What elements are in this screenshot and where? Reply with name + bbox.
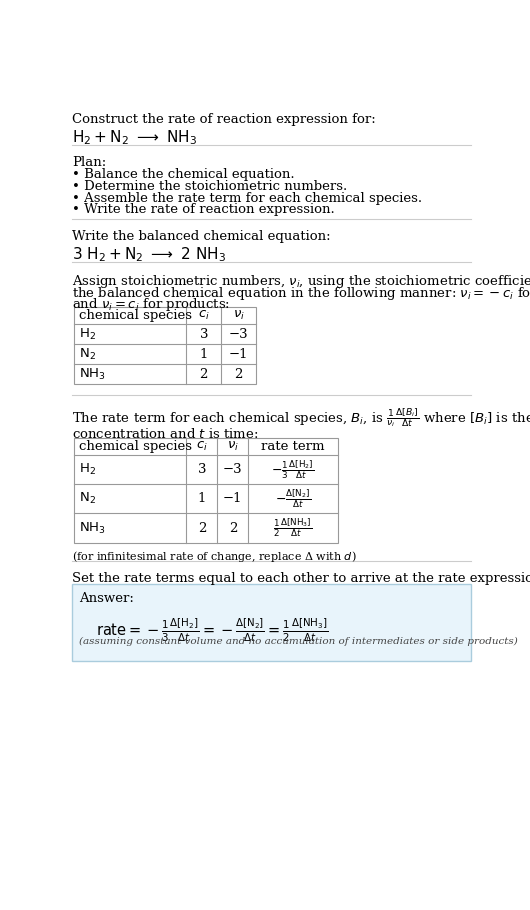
Text: 2: 2	[234, 368, 243, 380]
Text: −3: −3	[229, 328, 249, 340]
Text: $-\frac{1}{3}\frac{\Delta[\mathrm{H_2}]}{\Delta t}$: $-\frac{1}{3}\frac{\Delta[\mathrm{H_2}]}…	[271, 459, 314, 480]
Text: $c_i$: $c_i$	[196, 440, 208, 453]
Text: concentration and $t$ is time:: concentration and $t$ is time:	[73, 427, 259, 441]
Text: 2: 2	[198, 521, 206, 534]
Text: 1: 1	[198, 492, 206, 505]
Text: $\frac{1}{2}\frac{\Delta[\mathrm{NH_3}]}{\Delta t}$: $\frac{1}{2}\frac{\Delta[\mathrm{NH_3}]}…	[273, 517, 313, 540]
Text: −3: −3	[223, 463, 243, 476]
Text: $-\frac{\Delta[\mathrm{N_2}]}{\Delta t}$: $-\frac{\Delta[\mathrm{N_2}]}{\Delta t}$	[275, 488, 311, 511]
Text: $\mathrm{N_2}$: $\mathrm{N_2}$	[80, 347, 96, 361]
Text: $c_i$: $c_i$	[198, 309, 210, 322]
Text: $\nu_i$: $\nu_i$	[227, 440, 239, 453]
Text: Construct the rate of reaction expression for:: Construct the rate of reaction expressio…	[73, 113, 376, 126]
Text: • Write the rate of reaction expression.: • Write the rate of reaction expression.	[73, 203, 335, 217]
Text: 3: 3	[200, 328, 208, 340]
Text: chemical species: chemical species	[80, 309, 192, 322]
Text: $\mathrm{3\ H_2 + N_2\ \longrightarrow\ 2\ NH_3}$: $\mathrm{3\ H_2 + N_2\ \longrightarrow\ …	[73, 246, 227, 264]
Text: (for infinitesimal rate of change, replace Δ with $d$): (for infinitesimal rate of change, repla…	[73, 549, 357, 564]
Text: $\mathrm{H_2}$: $\mathrm{H_2}$	[80, 462, 96, 477]
Text: Write the balanced chemical equation:: Write the balanced chemical equation:	[73, 230, 331, 243]
Text: $\nu_i$: $\nu_i$	[233, 309, 245, 322]
Text: Set the rate terms equal to each other to arrive at the rate expression:: Set the rate terms equal to each other t…	[73, 572, 530, 585]
Text: −1: −1	[229, 348, 249, 360]
Text: −1: −1	[223, 492, 243, 505]
Text: 3: 3	[198, 463, 206, 476]
Bar	[73, 584, 471, 662]
Text: chemical species: chemical species	[80, 440, 192, 453]
Text: $\mathrm{NH_3}$: $\mathrm{NH_3}$	[80, 367, 107, 381]
Text: Answer:: Answer:	[78, 592, 134, 605]
Text: $\mathrm{NH_3}$: $\mathrm{NH_3}$	[80, 521, 107, 536]
Text: (assuming constant volume and no accumulation of intermediates or side products): (assuming constant volume and no accumul…	[78, 637, 517, 646]
Text: $\mathrm{H_2 + N_2\ \longrightarrow\ NH_3}$: $\mathrm{H_2 + N_2\ \longrightarrow\ NH_…	[73, 128, 198, 147]
Text: The rate term for each chemical species, $B_i$, is $\frac{1}{\nu_i}\frac{\Delta[: The rate term for each chemical species,…	[73, 406, 530, 429]
Text: • Balance the chemical equation.: • Balance the chemical equation.	[73, 168, 295, 181]
Text: the balanced chemical equation in the following manner: $\nu_i = -c_i$ for react: the balanced chemical equation in the fo…	[73, 285, 530, 302]
Text: Plan:: Plan:	[73, 157, 107, 169]
Text: 1: 1	[200, 348, 208, 360]
Text: 2: 2	[200, 368, 208, 380]
Bar	[74, 307, 256, 384]
Bar	[74, 438, 338, 542]
Text: rate term: rate term	[261, 440, 325, 453]
Text: • Assemble the rate term for each chemical species.: • Assemble the rate term for each chemic…	[73, 192, 422, 205]
Text: $\mathrm{H_2}$: $\mathrm{H_2}$	[80, 327, 96, 341]
Text: Assign stoichiometric numbers, $\nu_i$, using the stoichiometric coefficients, $: Assign stoichiometric numbers, $\nu_i$, …	[73, 273, 530, 290]
Text: $\mathrm{N_2}$: $\mathrm{N_2}$	[80, 491, 96, 506]
Text: • Determine the stoichiometric numbers.: • Determine the stoichiometric numbers.	[73, 180, 348, 193]
Text: and $\nu_i = c_i$ for products:: and $\nu_i = c_i$ for products:	[73, 297, 231, 313]
Text: $\mathrm{rate} = -\frac{1}{3}\frac{\Delta[\mathrm{H_2}]}{\Delta t} = -\frac{\Del: $\mathrm{rate} = -\frac{1}{3}\frac{\Delt…	[96, 617, 328, 644]
Text: 2: 2	[228, 521, 237, 534]
